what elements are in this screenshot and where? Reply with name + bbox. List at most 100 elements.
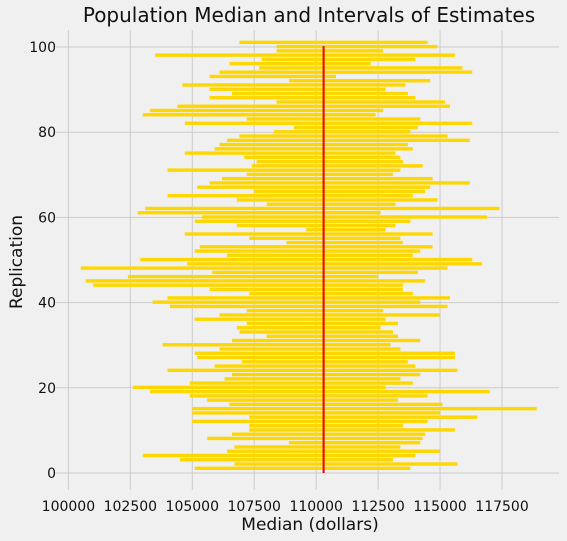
interval-bar bbox=[152, 300, 421, 304]
y-tick-label: 0 bbox=[47, 466, 56, 482]
interval-bar bbox=[256, 159, 403, 164]
interval-bar bbox=[85, 279, 426, 283]
interval-bar bbox=[182, 83, 406, 87]
interval-bar bbox=[184, 232, 433, 236]
interval-bar bbox=[187, 262, 483, 266]
y-tick-label: 20 bbox=[38, 381, 56, 397]
interval-bar bbox=[239, 330, 393, 334]
interval-bar bbox=[288, 441, 421, 445]
interval-bars bbox=[80, 40, 537, 470]
interval-bar bbox=[137, 211, 381, 215]
interval-bar bbox=[219, 313, 441, 317]
interval-bar bbox=[207, 398, 398, 402]
interval-bar bbox=[246, 172, 393, 177]
interval-bar bbox=[80, 266, 448, 270]
chart-title: Population Median and Intervals of Estim… bbox=[83, 3, 535, 27]
interval-bar bbox=[274, 130, 411, 134]
interval-bar bbox=[150, 389, 490, 394]
interval-bar bbox=[194, 351, 455, 355]
interval-bar bbox=[231, 432, 426, 436]
interval-bar bbox=[226, 253, 413, 258]
interval-bar bbox=[236, 326, 381, 330]
x-tick-label: 112500 bbox=[351, 499, 404, 515]
interval-bar bbox=[162, 343, 391, 347]
interval-bar bbox=[194, 249, 421, 253]
interval-bar bbox=[150, 108, 384, 113]
interval-bar bbox=[167, 296, 450, 300]
interval-bar bbox=[202, 215, 488, 219]
x-axis-label: Median (dollars) bbox=[241, 515, 378, 535]
interval-bar bbox=[207, 436, 423, 441]
interval-bar bbox=[249, 423, 403, 428]
interval-bar bbox=[219, 347, 401, 351]
interval-bar bbox=[209, 74, 336, 79]
interval-bar bbox=[189, 381, 413, 385]
interval-bar bbox=[246, 308, 384, 313]
interval-bar bbox=[167, 368, 458, 373]
interval-bar bbox=[229, 402, 443, 407]
interval-bar bbox=[140, 257, 473, 262]
interval-bar bbox=[209, 287, 403, 292]
interval-bar bbox=[222, 176, 433, 181]
interval-bar bbox=[192, 419, 428, 424]
interval-bar bbox=[214, 147, 413, 151]
interval-bar bbox=[209, 87, 386, 91]
x-tick-label: 100000 bbox=[42, 499, 95, 515]
interval-bar bbox=[249, 428, 455, 432]
interval-bar bbox=[239, 134, 448, 138]
interval-bar bbox=[231, 91, 408, 96]
interval-bar bbox=[189, 394, 428, 398]
interval-bar bbox=[194, 219, 411, 223]
interval-bar bbox=[236, 223, 396, 228]
interval-bar bbox=[155, 53, 455, 57]
interval-bar bbox=[286, 240, 403, 245]
interval-bar bbox=[266, 202, 396, 206]
interval-bar bbox=[219, 142, 408, 147]
interval-bar bbox=[192, 411, 441, 415]
interval-bar bbox=[226, 449, 441, 453]
interval-bar bbox=[184, 151, 396, 155]
x-tick-label: 110000 bbox=[289, 499, 342, 515]
interval-bar bbox=[254, 189, 426, 194]
interval-bar bbox=[212, 270, 418, 275]
x-tick-label: 102500 bbox=[104, 499, 157, 515]
interval-bar bbox=[209, 96, 416, 100]
interval-bar bbox=[209, 181, 470, 185]
interval-bar bbox=[177, 104, 450, 108]
interval-bar bbox=[214, 364, 416, 368]
x-tick-label: 107500 bbox=[228, 499, 281, 515]
y-tick-labels: 0 20 40 60 80 100 bbox=[29, 40, 56, 482]
interval-bar bbox=[231, 338, 421, 343]
interval-bar bbox=[142, 453, 416, 458]
y-tick-label: 60 bbox=[38, 210, 56, 226]
interval-bar bbox=[192, 406, 537, 411]
interval-bar bbox=[226, 138, 470, 143]
interval-bar bbox=[194, 466, 411, 470]
interval-bar bbox=[276, 100, 446, 104]
interval-bar bbox=[239, 40, 428, 45]
interval-bar bbox=[276, 44, 438, 49]
interval-bar bbox=[241, 360, 408, 364]
interval-bar bbox=[194, 317, 386, 321]
interval-bar bbox=[169, 304, 448, 309]
interval-bar bbox=[179, 458, 393, 462]
interval-bar bbox=[293, 125, 418, 130]
x-tick-labels: 100000 102500 105000 107500 110000 112500 1150… bbox=[42, 499, 529, 515]
interval-bar bbox=[236, 198, 438, 202]
interval-bar bbox=[197, 355, 455, 360]
interval-bar bbox=[276, 49, 384, 53]
interval-bar bbox=[266, 334, 398, 338]
interval-bar bbox=[244, 155, 401, 160]
interval-bar bbox=[199, 245, 433, 249]
interval-bar bbox=[184, 121, 473, 125]
interval-bar bbox=[132, 385, 386, 390]
y-tick-label: 100 bbox=[29, 40, 56, 56]
interval-bar bbox=[249, 291, 413, 296]
interval-bar bbox=[219, 70, 473, 74]
y-axis-label: Replication bbox=[7, 215, 27, 309]
interval-bar bbox=[224, 377, 401, 381]
x-tick-label: 117500 bbox=[475, 499, 528, 515]
interval-bar bbox=[261, 57, 416, 62]
interval-bar bbox=[246, 321, 398, 326]
